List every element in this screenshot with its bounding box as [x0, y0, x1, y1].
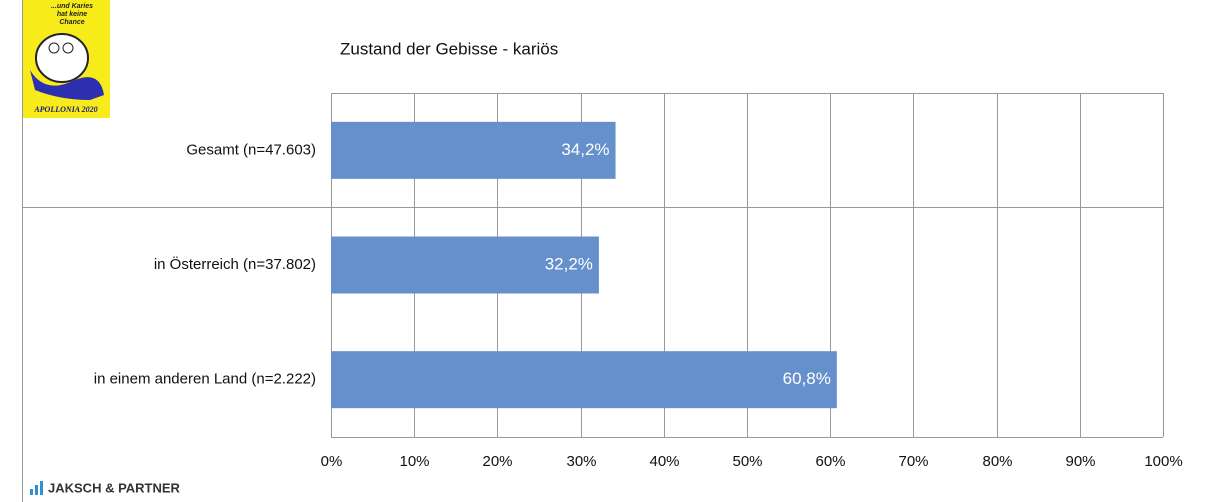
x-tick-label: 40% — [649, 453, 679, 470]
logo-tooth — [35, 33, 89, 83]
logo-text: hat keine — [57, 11, 87, 18]
data-label: 32,2% — [545, 254, 593, 273]
x-tick-label: 50% — [732, 453, 762, 470]
logo-text: ...und Karies — [51, 3, 93, 10]
data-label: 34,2% — [561, 140, 609, 159]
x-tick-label: 70% — [898, 453, 928, 470]
bar — [331, 236, 599, 294]
x-tick-label: 10% — [399, 453, 429, 470]
x-tick-label: 0% — [321, 453, 343, 470]
footer: JAKSCH & PARTNER — [30, 480, 181, 495]
logo-caption: APOLLONIA 2020 — [33, 105, 97, 114]
data-label: 60,8% — [783, 369, 831, 388]
logo-eye — [48, 42, 60, 54]
footer-icon — [40, 481, 43, 495]
x-tick-label: 90% — [1065, 453, 1095, 470]
x-tick-label: 80% — [982, 453, 1012, 470]
chart-title: Zustand der Gebisse - kariös — [340, 39, 558, 58]
footer-icon — [35, 485, 38, 495]
footer-brand: JAKSCH & PARTNER — [48, 480, 181, 495]
y-tick-label: Gesamt (n=47.603) — [186, 141, 316, 158]
y-tick-label: in Österreich (n=37.802) — [154, 255, 316, 273]
x-tick-label: 30% — [566, 453, 596, 470]
x-tick-label: 20% — [482, 453, 512, 470]
logo-swoosh — [30, 70, 104, 100]
x-tick-label: 100% — [1144, 453, 1182, 470]
logo-eye — [62, 42, 74, 54]
y-tick-label: in einem anderen Land (n=2.222) — [94, 371, 316, 388]
bar — [331, 351, 837, 409]
x-tick-label: 60% — [815, 453, 845, 470]
footer-icon — [30, 489, 33, 495]
bar — [331, 121, 616, 179]
logo-text: Chance — [59, 19, 84, 26]
logo: ...und Karies hat keine Chance APOLLONIA… — [23, 0, 110, 118]
